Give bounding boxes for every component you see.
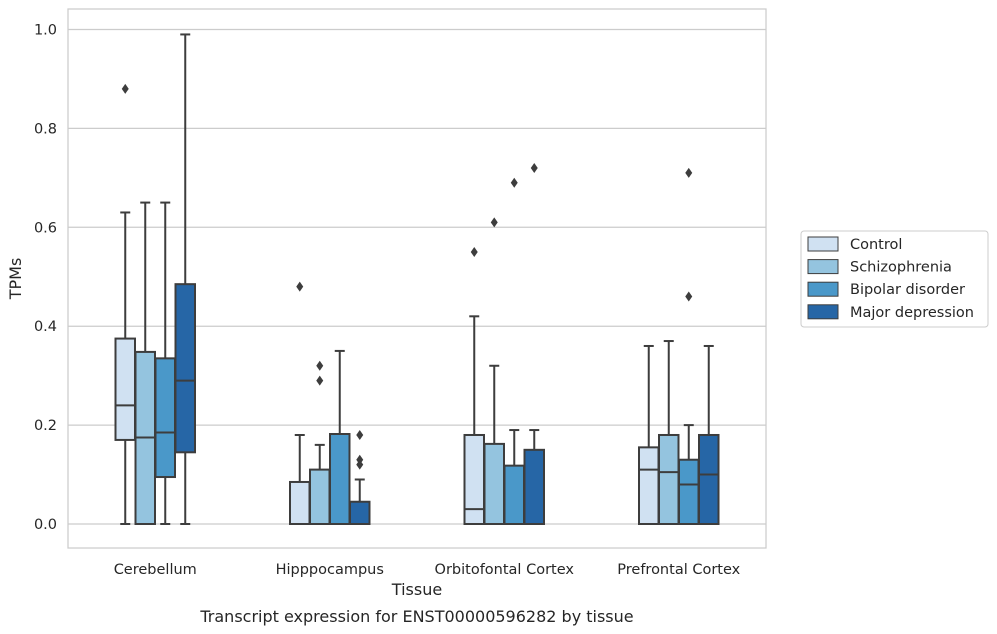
outlier-point — [490, 217, 498, 228]
chart-caption: Transcript expression for ENST0000059628… — [199, 607, 633, 626]
x-tick-label: Hipppocampus — [276, 562, 384, 578]
legend-entry-label: Bipolar disorder — [850, 282, 965, 298]
legend: Control Schizophrenia Bipolar disorder Majo… — [800, 230, 989, 328]
box-schizophrenia — [658, 340, 680, 525]
box-major-depression — [523, 162, 545, 526]
box-body — [349, 500, 371, 525]
box-body — [329, 433, 351, 526]
box-bipolar-disorder — [154, 201, 176, 525]
x-axis-ticks: Cerebellum Hipppocampus Orbitofontal Corte… — [114, 562, 741, 578]
y-tick-label: 1.0 — [34, 23, 57, 39]
box-bipolar-disorder — [329, 349, 351, 526]
box-plot-area — [114, 33, 720, 526]
outlier-point — [316, 375, 324, 386]
box-schizophrenia — [134, 201, 156, 525]
box-bipolar-disorder — [678, 167, 700, 525]
outlier-point — [530, 162, 538, 173]
box-major-depression — [174, 33, 196, 525]
box-body — [309, 468, 331, 526]
y-tick-label: 0.4 — [34, 319, 57, 335]
box-control — [463, 247, 485, 525]
y-axis-label: TPMs — [6, 258, 25, 301]
box-body — [289, 480, 311, 525]
legend-swatch — [807, 304, 839, 320]
outlier-point — [685, 167, 693, 178]
y-tick-label: 0.8 — [34, 121, 57, 137]
x-tick-label: Prefrontal Cortex — [617, 562, 740, 578]
box-control — [289, 281, 311, 525]
legend-entry-label: Control — [850, 237, 902, 253]
box-body — [154, 357, 176, 479]
legend-frame — [800, 230, 989, 328]
box-body — [698, 433, 720, 525]
box-body — [658, 433, 680, 525]
outlier-point — [356, 429, 364, 440]
box-body — [114, 337, 136, 441]
outlier-point — [121, 83, 129, 94]
box-control — [638, 344, 660, 526]
y-axis-ticks: 0.0 0.2 0.4 0.6 0.8 1.0 — [34, 23, 57, 534]
box-control — [114, 83, 136, 525]
outlier-point — [356, 459, 364, 470]
box-bipolar-disorder — [503, 177, 525, 525]
y-tick-label: 0.2 — [34, 418, 57, 434]
box-schizophrenia — [309, 360, 331, 526]
box-body — [463, 433, 485, 525]
y-tick-label: 0.0 — [34, 517, 57, 533]
legend-swatch — [807, 236, 839, 252]
box-schizophrenia — [483, 217, 505, 525]
legend-swatch — [807, 259, 839, 275]
box-body — [638, 446, 660, 526]
x-tick-label: Cerebellum — [114, 562, 197, 578]
box-body — [174, 283, 196, 454]
outlier-point — [510, 177, 518, 188]
legend-swatch — [807, 281, 839, 297]
outlier-point — [296, 281, 304, 292]
outlier-point — [685, 291, 693, 302]
y-tick-label: 0.6 — [34, 220, 57, 236]
outlier-point — [316, 360, 324, 371]
box-major-depression — [698, 344, 720, 525]
box-major-depression — [349, 429, 371, 525]
box-body — [503, 464, 525, 525]
box-body — [483, 442, 505, 525]
outlier-point — [470, 247, 478, 258]
box-body — [523, 448, 545, 526]
legend-entry-label: Schizophrenia — [850, 260, 952, 276]
legend-entry-label: Major depression — [850, 305, 974, 321]
x-axis-label: Tissue — [391, 580, 442, 599]
box-body — [678, 458, 700, 525]
plot-frame — [67, 8, 767, 549]
x-tick-label: Orbitofontal Cortex — [435, 562, 575, 578]
